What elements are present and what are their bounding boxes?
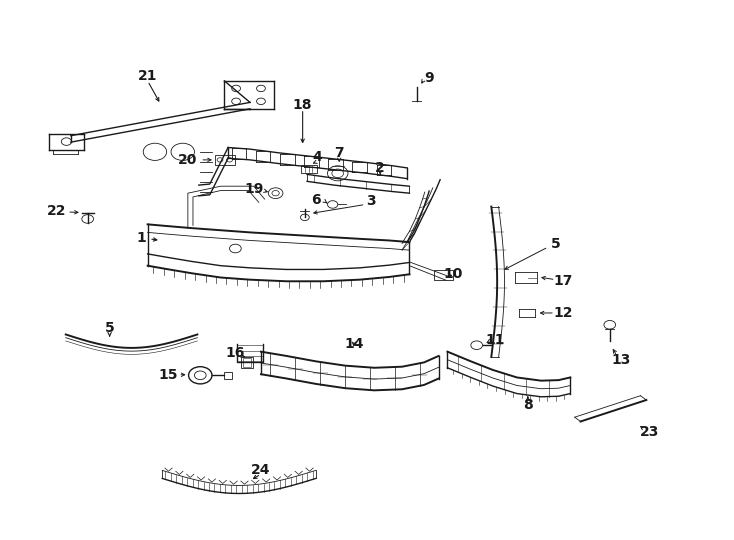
Text: 21: 21 <box>138 69 157 83</box>
Text: 14: 14 <box>344 337 363 351</box>
Bar <box>243 358 252 367</box>
Text: 11: 11 <box>485 333 505 347</box>
Text: 13: 13 <box>611 353 631 367</box>
Bar <box>301 165 317 173</box>
Text: 8: 8 <box>523 399 533 413</box>
Bar <box>215 155 236 165</box>
Text: 3: 3 <box>366 194 376 208</box>
Text: 10: 10 <box>443 267 463 281</box>
Text: 24: 24 <box>251 463 271 477</box>
Bar <box>241 357 253 368</box>
Bar <box>435 270 453 280</box>
Text: 12: 12 <box>553 306 573 320</box>
Text: 4: 4 <box>313 150 322 164</box>
Text: 15: 15 <box>159 368 178 382</box>
Text: 5: 5 <box>105 321 115 335</box>
Text: 23: 23 <box>639 425 659 439</box>
Text: 2: 2 <box>375 161 385 175</box>
Text: 20: 20 <box>178 153 197 167</box>
Text: 22: 22 <box>46 204 66 218</box>
Text: 17: 17 <box>553 274 573 288</box>
Text: 6: 6 <box>311 193 321 207</box>
Text: 19: 19 <box>244 183 264 197</box>
Bar <box>224 372 233 379</box>
Text: 18: 18 <box>293 98 313 112</box>
Text: 5: 5 <box>550 237 561 251</box>
Text: 1: 1 <box>137 231 147 245</box>
Text: 7: 7 <box>335 146 344 160</box>
Text: 16: 16 <box>225 346 245 360</box>
Text: 9: 9 <box>424 71 434 85</box>
